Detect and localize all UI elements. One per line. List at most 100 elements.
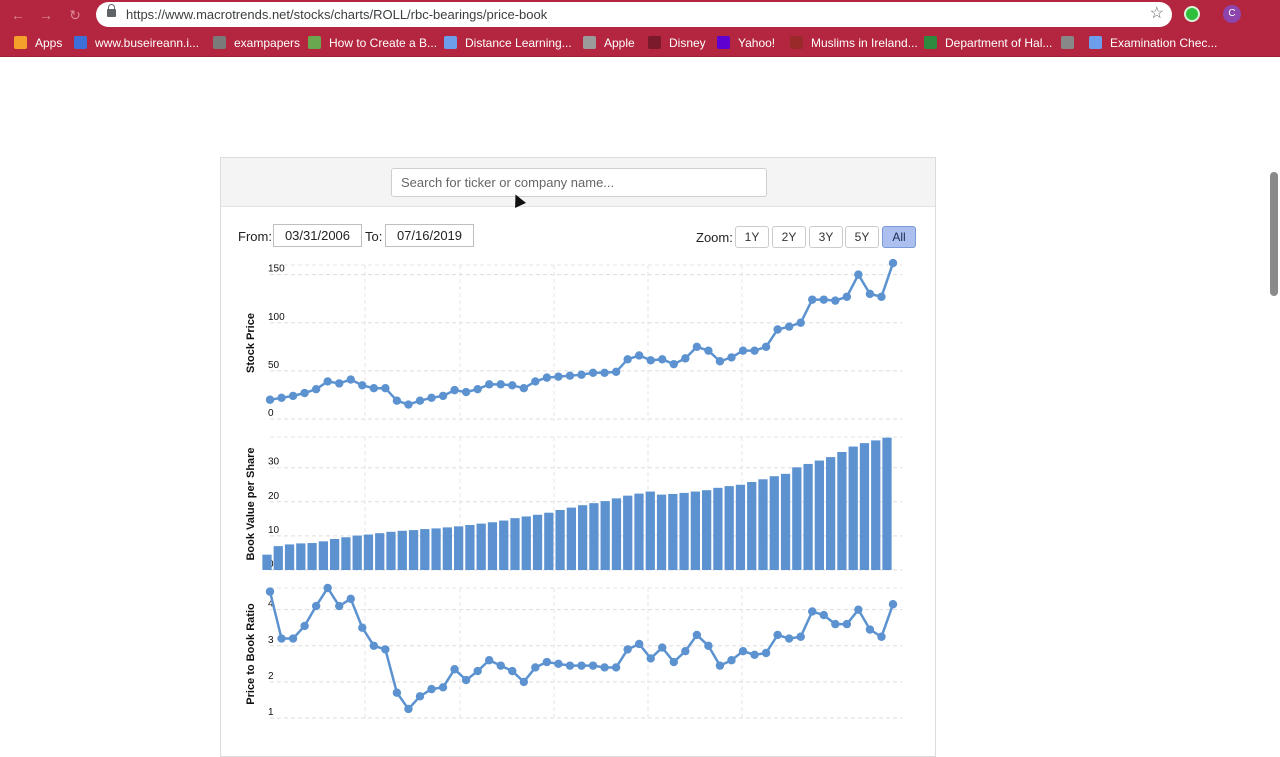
data-point	[842, 292, 852, 301]
data-point	[784, 634, 794, 643]
data-point	[750, 650, 759, 660]
data-point	[669, 359, 678, 369]
data-point	[808, 607, 817, 616]
data-point	[519, 677, 529, 687]
data-point	[358, 623, 367, 632]
y-tick-label: 150	[268, 264, 285, 275]
y-tick-label: 100	[268, 312, 285, 323]
series-line	[268, 585, 895, 711]
search-header	[221, 158, 935, 207]
address-bar[interactable]: https://www.macrotrends.net/stocks/chart…	[96, 2, 1172, 27]
data-bar	[837, 452, 847, 570]
data-point	[692, 342, 702, 352]
data-point	[508, 381, 517, 390]
bookmark-item[interactable]: Distance Learning...	[444, 36, 572, 52]
data-bar	[826, 457, 836, 570]
data-point	[277, 634, 286, 643]
bookmark-item[interactable]	[1061, 36, 1082, 52]
profile-avatar[interactable]: C	[1223, 5, 1241, 23]
zoom-3y-button[interactable]: 3Y	[809, 226, 843, 248]
bookmark-label: Distance Learning...	[465, 36, 572, 50]
data-point	[346, 375, 355, 384]
bookmark-item[interactable]: Examination Chec...	[1089, 36, 1217, 52]
data-bar	[600, 501, 610, 570]
data-point	[773, 630, 782, 640]
forward-arrow-icon[interactable]: →	[39, 7, 53, 23]
bookmark-item[interactable]: Apple	[583, 36, 635, 52]
data-point	[415, 396, 425, 405]
bookmark-favicon-icon	[14, 36, 27, 49]
data-bar	[442, 527, 452, 570]
data-point	[796, 318, 805, 327]
data-point	[369, 641, 379, 650]
data-bar	[769, 476, 779, 570]
bookmark-favicon-icon	[308, 36, 321, 49]
bookmark-item[interactable]: How to Create a B...	[308, 36, 437, 52]
data-point	[311, 601, 321, 611]
y-tick-label: 3	[268, 635, 274, 646]
zoom-all-button[interactable]: All	[882, 226, 916, 248]
data-point	[450, 665, 459, 674]
bookmark-item[interactable]: Disney	[648, 36, 706, 52]
bookmark-label: www.buseireann.i...	[95, 36, 200, 50]
zoom-2y-button[interactable]: 2Y	[772, 226, 806, 248]
data-point	[496, 661, 505, 670]
data-point	[473, 666, 482, 676]
data-point	[473, 384, 482, 394]
y-axis-label: Stock Price	[245, 313, 257, 373]
bookmark-star-icon[interactable]: ☆	[1149, 5, 1164, 22]
data-bar	[431, 528, 441, 570]
data-point	[427, 393, 436, 403]
extension-icon[interactable]	[1184, 6, 1200, 22]
bookmark-item[interactable]: Muslims in Ireland...	[790, 36, 918, 52]
bookmark-favicon-icon	[583, 36, 596, 49]
data-bar	[499, 520, 509, 570]
data-bar	[408, 530, 419, 570]
bookmark-item[interactable]: Department of Hal...	[924, 36, 1052, 52]
data-point	[588, 661, 598, 670]
zoom-1y-button[interactable]: 1Y	[735, 226, 769, 248]
reload-icon[interactable]: ↻	[69, 7, 81, 23]
data-bar	[623, 495, 633, 570]
data-point	[392, 396, 402, 405]
bookmark-item[interactable]: www.buseireann.i...	[74, 36, 199, 52]
data-point	[277, 393, 286, 403]
zoom-5y-button[interactable]: 5Y	[845, 226, 879, 248]
y-tick-label: 30	[268, 457, 280, 468]
data-bar	[578, 505, 588, 570]
data-point	[496, 380, 505, 389]
data-bar	[318, 541, 328, 570]
data-point	[819, 295, 828, 304]
to-date-input[interactable]	[385, 224, 474, 247]
data-point	[565, 371, 575, 380]
data-point	[634, 639, 644, 649]
data-point	[658, 355, 667, 364]
data-point	[854, 605, 863, 614]
from-date-input[interactable]	[273, 224, 362, 247]
data-point	[646, 356, 655, 365]
back-arrow-icon[interactable]: ←	[11, 7, 25, 23]
data-point	[531, 663, 540, 672]
url-text[interactable]: https://www.macrotrends.net/stocks/chart…	[126, 7, 548, 22]
page-scrollbar[interactable]	[1270, 172, 1278, 296]
bookmark-item[interactable]: exampapers	[213, 36, 300, 52]
zoom-label: Zoom:	[696, 230, 733, 245]
bookmark-item[interactable]: Apps	[14, 36, 62, 52]
data-bar	[454, 526, 464, 570]
data-point	[335, 379, 344, 388]
from-label: From:	[238, 229, 272, 244]
bookmark-favicon-icon	[444, 36, 457, 49]
data-bar	[284, 544, 295, 570]
data-bar	[882, 437, 892, 570]
data-point	[704, 346, 713, 355]
data-point	[681, 646, 690, 656]
data-bar	[589, 503, 599, 570]
data-point	[311, 384, 321, 394]
y-tick-label: 10	[268, 525, 280, 536]
data-bar	[532, 514, 543, 570]
data-point	[554, 372, 563, 381]
ticker-search-input[interactable]	[391, 168, 767, 197]
bookmark-item[interactable]: Yahoo!	[717, 36, 775, 52]
data-point	[438, 391, 448, 401]
data-point	[669, 657, 678, 667]
